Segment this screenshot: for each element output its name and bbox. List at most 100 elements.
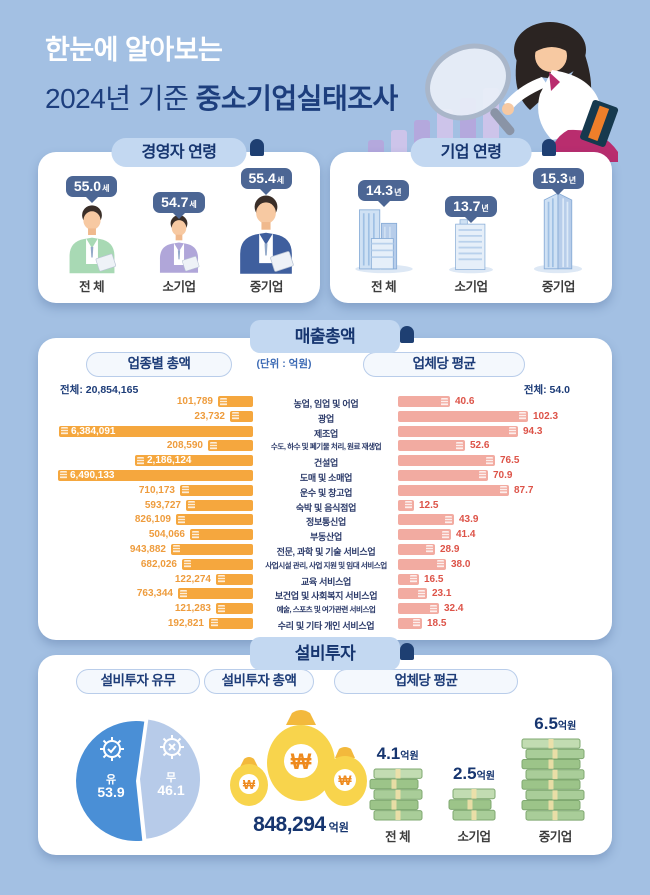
total-value-label: 2,186,124 bbox=[147, 455, 192, 467]
firm-age-small: 13.7년 소기업 bbox=[427, 162, 514, 295]
investment-card: 설비투자 설비투자 유무 설비투자 총액 업체당 평균 유 53.9 무 46.… bbox=[38, 637, 612, 855]
category-label: 보건업 및 사회복지 서비스업 bbox=[274, 591, 378, 602]
coin-stack-icon bbox=[220, 397, 227, 406]
avg-bar bbox=[398, 617, 422, 629]
avg-value-label: 43.9 bbox=[459, 514, 479, 526]
coin-stack-icon bbox=[182, 486, 189, 495]
coin-stack-icon bbox=[180, 589, 187, 598]
avg-bar bbox=[398, 396, 450, 407]
sales-rows: 101,789 농업, 임업 및 어업 40.6 23,732 광업 102.3 6,384… bbox=[38, 394, 612, 631]
coin-stack-icon bbox=[178, 515, 185, 524]
ceo-age-medium: 55.4세 중기업 bbox=[223, 162, 310, 295]
category-label: 광업 bbox=[318, 413, 334, 424]
sales-row: 6,384,091 제조업 94.3 bbox=[38, 424, 612, 439]
avg-value-label: 41.4 bbox=[456, 529, 476, 541]
avg-value-label: 12.5 bbox=[419, 499, 439, 511]
sales-row: 593,727 숙박 및 음식점업 12.5 bbox=[38, 498, 612, 513]
sales-row: 101,789 농업, 임업 및 어업 40.6 bbox=[38, 394, 612, 409]
avg-bar bbox=[398, 543, 435, 555]
total-bar: 6,384,091 bbox=[59, 425, 253, 437]
coin-stack-icon bbox=[210, 441, 217, 450]
avg-stack-1: 2.5억원 소기업 bbox=[447, 764, 501, 845]
person-icon bbox=[69, 205, 116, 274]
title-line2: 2024년 기준 중소기업실태조사 bbox=[45, 83, 398, 114]
category-label: 부동산업 bbox=[310, 532, 342, 543]
pie-yes-label: 유 bbox=[105, 774, 117, 786]
unit-note: (단위 : 억원) bbox=[256, 358, 312, 370]
total-bar bbox=[230, 410, 253, 422]
total-value-label: 504,066 bbox=[148, 529, 185, 541]
total-header: 설비투자 총액 bbox=[204, 669, 314, 694]
sales-row: 6,490,133 도매 및 소매업 70.9 bbox=[38, 468, 612, 483]
avg-value-label: 32.4 bbox=[444, 603, 464, 615]
sales-row: 208,590 수도, 하수 및 폐기물 처리, 원료 재생업 52.6 bbox=[38, 438, 612, 453]
svg-text:₩: ₩ bbox=[291, 749, 312, 774]
investment-pie-chart bbox=[76, 719, 201, 842]
avg-label: 전 체 bbox=[385, 830, 411, 844]
bookmark-icon bbox=[400, 326, 414, 343]
sales-left-header: 업종별 총액 bbox=[86, 352, 232, 377]
coin-stack-icon bbox=[456, 441, 463, 450]
svg-text:₩: ₩ bbox=[338, 772, 352, 788]
building-icon bbox=[448, 219, 493, 274]
gear-check-icon bbox=[100, 737, 124, 761]
avg-value-label: 102.3 bbox=[533, 410, 559, 422]
avg-label: 중기업 bbox=[538, 830, 573, 844]
total-bar bbox=[216, 603, 253, 615]
total-bar bbox=[216, 573, 253, 585]
total-value-label: 593,727 bbox=[144, 499, 181, 511]
bookmark-icon bbox=[542, 139, 556, 156]
ceo-age-title: 경영자 연령 bbox=[111, 138, 247, 167]
coin-stack-icon bbox=[442, 530, 449, 539]
total-value-label: 943,882 bbox=[129, 543, 166, 555]
sales-row: 2,186,124 건설업 76.5 bbox=[38, 453, 612, 468]
total-bar bbox=[182, 558, 253, 570]
avg-value-label: 40.6 bbox=[455, 396, 475, 407]
coin-stack-icon bbox=[426, 545, 433, 554]
svg-text:₩: ₩ bbox=[243, 777, 256, 792]
total-value-label: 208,590 bbox=[166, 440, 203, 452]
sales-row: 826,109 정보통신업 43.9 bbox=[38, 512, 612, 527]
avg-value-label: 16.5 bbox=[424, 573, 444, 585]
person-icon bbox=[240, 195, 294, 274]
category-label: 운수 및 창고업 bbox=[299, 487, 353, 498]
avg-stack-2: 6.5억원 중기업 bbox=[520, 714, 590, 845]
avg-header: 업체당 평균 bbox=[334, 669, 518, 694]
coin-stack-icon bbox=[173, 545, 180, 554]
total-value-label: 682,026 bbox=[140, 558, 177, 570]
total-bar bbox=[186, 499, 253, 511]
value-bubble: 55.0세 bbox=[65, 176, 118, 197]
category-label: 숙박 및 음식점업 bbox=[295, 502, 357, 513]
pie-no-label: 무 bbox=[165, 772, 177, 784]
coin-stack-icon bbox=[430, 604, 437, 613]
firm-age-title: 기업 연령 bbox=[410, 138, 532, 167]
avg-value-label: 70.9 bbox=[493, 469, 513, 481]
total-bar bbox=[176, 514, 253, 526]
total-value-label: 763,344 bbox=[136, 588, 173, 600]
gear-x-icon bbox=[160, 735, 184, 759]
money-stack-icon bbox=[521, 738, 585, 821]
category-label: 전문, 과학 및 기술 서비스업 bbox=[276, 546, 376, 557]
pie-no-value: 46.1 bbox=[157, 782, 185, 798]
bookmark-icon bbox=[400, 643, 414, 660]
avg-bar bbox=[398, 469, 488, 481]
avg-bar bbox=[398, 425, 518, 437]
total-bar bbox=[190, 529, 253, 541]
coin-stack-icon bbox=[211, 619, 218, 628]
coin-stack-icon bbox=[500, 486, 507, 495]
sales-row: 682,026 사업시설 관리, 사업 지원 및 임대 서비스업 38.0 bbox=[38, 557, 612, 572]
value-bubble: 15.3년 bbox=[532, 168, 585, 189]
person-icon bbox=[159, 215, 200, 273]
coin-stack-icon bbox=[232, 412, 239, 421]
category-label: 교육 서비스업 bbox=[300, 576, 352, 587]
avg-value-label: 28.9 bbox=[440, 543, 460, 555]
page-title: 한눈에 알아보는 2024년 기준 중소기업실태조사 bbox=[45, 28, 398, 117]
investment-total-value: 848,294 억원 bbox=[253, 813, 349, 836]
ceo-age-total: 55.0세 전 체 bbox=[48, 162, 135, 295]
coin-stack-icon bbox=[437, 560, 444, 569]
avg-bar bbox=[398, 484, 509, 496]
total-bar bbox=[180, 484, 253, 496]
pie-header: 설비투자 유무 bbox=[76, 669, 200, 694]
bookmark-icon bbox=[250, 139, 264, 156]
total-bar: 6,490,133 bbox=[58, 469, 253, 481]
